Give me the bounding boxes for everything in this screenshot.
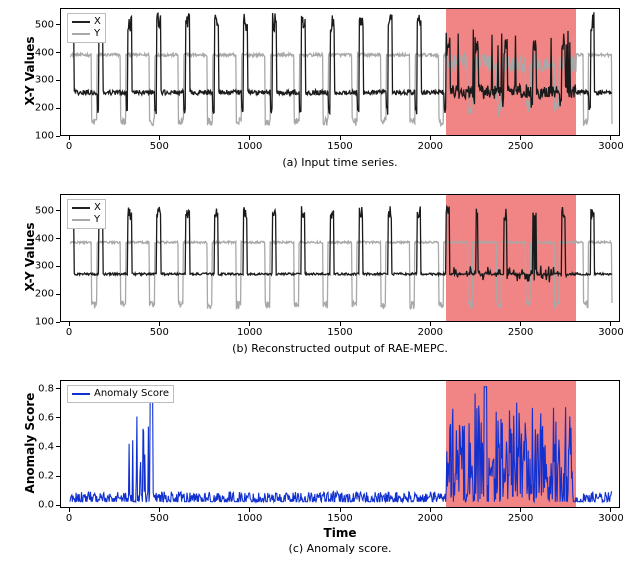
ytick-mark [56, 80, 60, 81]
xtick-label: 3000 [598, 327, 623, 338]
xtick-label: 500 [150, 141, 169, 152]
panel-a: XY10020030040050005001000150020002500300… [60, 8, 620, 136]
series-x [70, 12, 612, 114]
xtick-mark [340, 508, 341, 512]
series-svg [61, 195, 620, 322]
legend-item: X [72, 16, 101, 28]
ytick-mark [56, 52, 60, 53]
xtick-mark [249, 508, 250, 512]
xtick-mark [249, 136, 250, 140]
xtick-mark [430, 136, 431, 140]
xtick-label: 2500 [508, 327, 533, 338]
xtick-mark [610, 508, 611, 512]
legend-label: X [94, 202, 101, 214]
ytick-mark [56, 322, 60, 323]
xtick-label: 0 [66, 327, 72, 338]
ytick-mark [56, 294, 60, 295]
legend-item: X [72, 202, 101, 214]
ytick-label: 100 [14, 131, 54, 142]
ytick-mark [56, 388, 60, 389]
ytick-mark [56, 24, 60, 25]
xtick-mark [69, 322, 70, 326]
xtick-mark [340, 322, 341, 326]
legend: XY [67, 199, 106, 229]
legend-label: Y [94, 214, 100, 226]
legend-item: Y [72, 214, 101, 226]
plot-area-b: XY [60, 194, 620, 322]
xtick-mark [520, 136, 521, 140]
ytick-label: 100 [14, 317, 54, 328]
legend-label: Y [94, 28, 100, 40]
legend: XY [67, 13, 106, 43]
xlabel: Time [60, 526, 620, 540]
xtick-label: 1000 [237, 327, 262, 338]
xtick-label: 500 [150, 327, 169, 338]
series-anomaly-score [70, 387, 612, 502]
xtick-mark [69, 136, 70, 140]
xtick-label: 1500 [327, 141, 352, 152]
ylabel: X-Y Values [23, 11, 37, 131]
legend-item: Y [72, 28, 101, 40]
xtick-label: 1000 [237, 141, 262, 152]
xtick-mark [69, 508, 70, 512]
xtick-label: 0 [66, 141, 72, 152]
legend-item: Anomaly Score [72, 388, 169, 400]
legend-label: X [94, 16, 101, 28]
xtick-label: 2500 [508, 513, 533, 524]
ytick-mark [56, 266, 60, 267]
xtick-mark [430, 322, 431, 326]
series-svg [61, 9, 620, 136]
panel-b: XY10020030040050005001000150020002500300… [60, 194, 620, 322]
ytick-mark [56, 505, 60, 506]
ytick-mark [56, 417, 60, 418]
plot-area-c: Anomaly Score [60, 380, 620, 508]
caption: (b) Reconstructed output of RAE-MEPC. [60, 342, 620, 355]
xtick-mark [159, 322, 160, 326]
xtick-label: 3000 [598, 141, 623, 152]
xtick-mark [159, 136, 160, 140]
legend-swatch [72, 219, 90, 221]
ylabel: Anomaly Score [23, 383, 37, 503]
legend-swatch [72, 21, 90, 23]
xtick-mark [520, 322, 521, 326]
legend-swatch [72, 393, 90, 395]
panel-c: Anomaly Score0.00.20.40.60.8050010001500… [60, 380, 620, 508]
xtick-mark [340, 136, 341, 140]
xtick-mark [520, 508, 521, 512]
xtick-label: 1500 [327, 513, 352, 524]
ylabel: X-Y Values [23, 197, 37, 317]
ytick-mark [56, 446, 60, 447]
xtick-label: 2500 [508, 141, 533, 152]
xtick-label: 1000 [237, 513, 262, 524]
xtick-label: 3000 [598, 513, 623, 524]
xtick-mark [610, 322, 611, 326]
plot-area-a: XY [60, 8, 620, 136]
ytick-mark [56, 136, 60, 137]
xtick-label: 2000 [418, 513, 443, 524]
xtick-label: 1500 [327, 327, 352, 338]
xtick-mark [249, 322, 250, 326]
caption: (c) Anomaly score. [60, 542, 620, 555]
ytick-mark [56, 476, 60, 477]
legend-swatch [72, 33, 90, 35]
xtick-mark [610, 136, 611, 140]
xtick-mark [159, 508, 160, 512]
xtick-label: 0 [66, 513, 72, 524]
xtick-label: 2000 [418, 327, 443, 338]
ytick-mark [56, 108, 60, 109]
ytick-mark [56, 238, 60, 239]
legend-label: Anomaly Score [94, 388, 169, 400]
xtick-mark [430, 508, 431, 512]
caption: (a) Input time series. [60, 156, 620, 169]
legend: Anomaly Score [67, 385, 174, 403]
xtick-label: 2000 [418, 141, 443, 152]
legend-swatch [72, 207, 90, 209]
xtick-label: 500 [150, 513, 169, 524]
ytick-mark [56, 210, 60, 211]
